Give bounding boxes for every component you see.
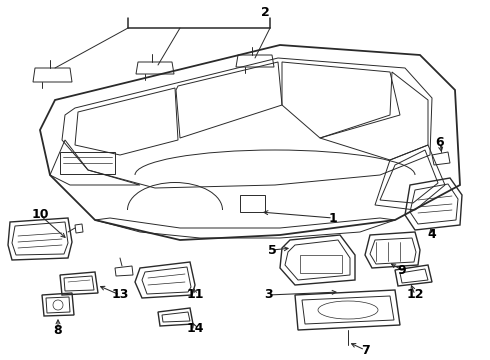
Bar <box>300 255 342 273</box>
Text: 12: 12 <box>406 288 424 302</box>
Text: 2: 2 <box>261 5 270 18</box>
Text: 4: 4 <box>428 229 437 242</box>
Text: 9: 9 <box>398 264 406 276</box>
Text: 11: 11 <box>186 288 204 302</box>
Text: 3: 3 <box>264 288 272 302</box>
Text: 1: 1 <box>329 211 338 225</box>
Text: 5: 5 <box>268 243 276 256</box>
Text: 8: 8 <box>54 324 62 337</box>
Text: 14: 14 <box>186 321 204 334</box>
Text: 7: 7 <box>361 343 369 356</box>
Text: 13: 13 <box>111 288 129 302</box>
Bar <box>60 152 115 174</box>
Text: 6: 6 <box>436 136 444 149</box>
Text: 10: 10 <box>31 208 49 221</box>
